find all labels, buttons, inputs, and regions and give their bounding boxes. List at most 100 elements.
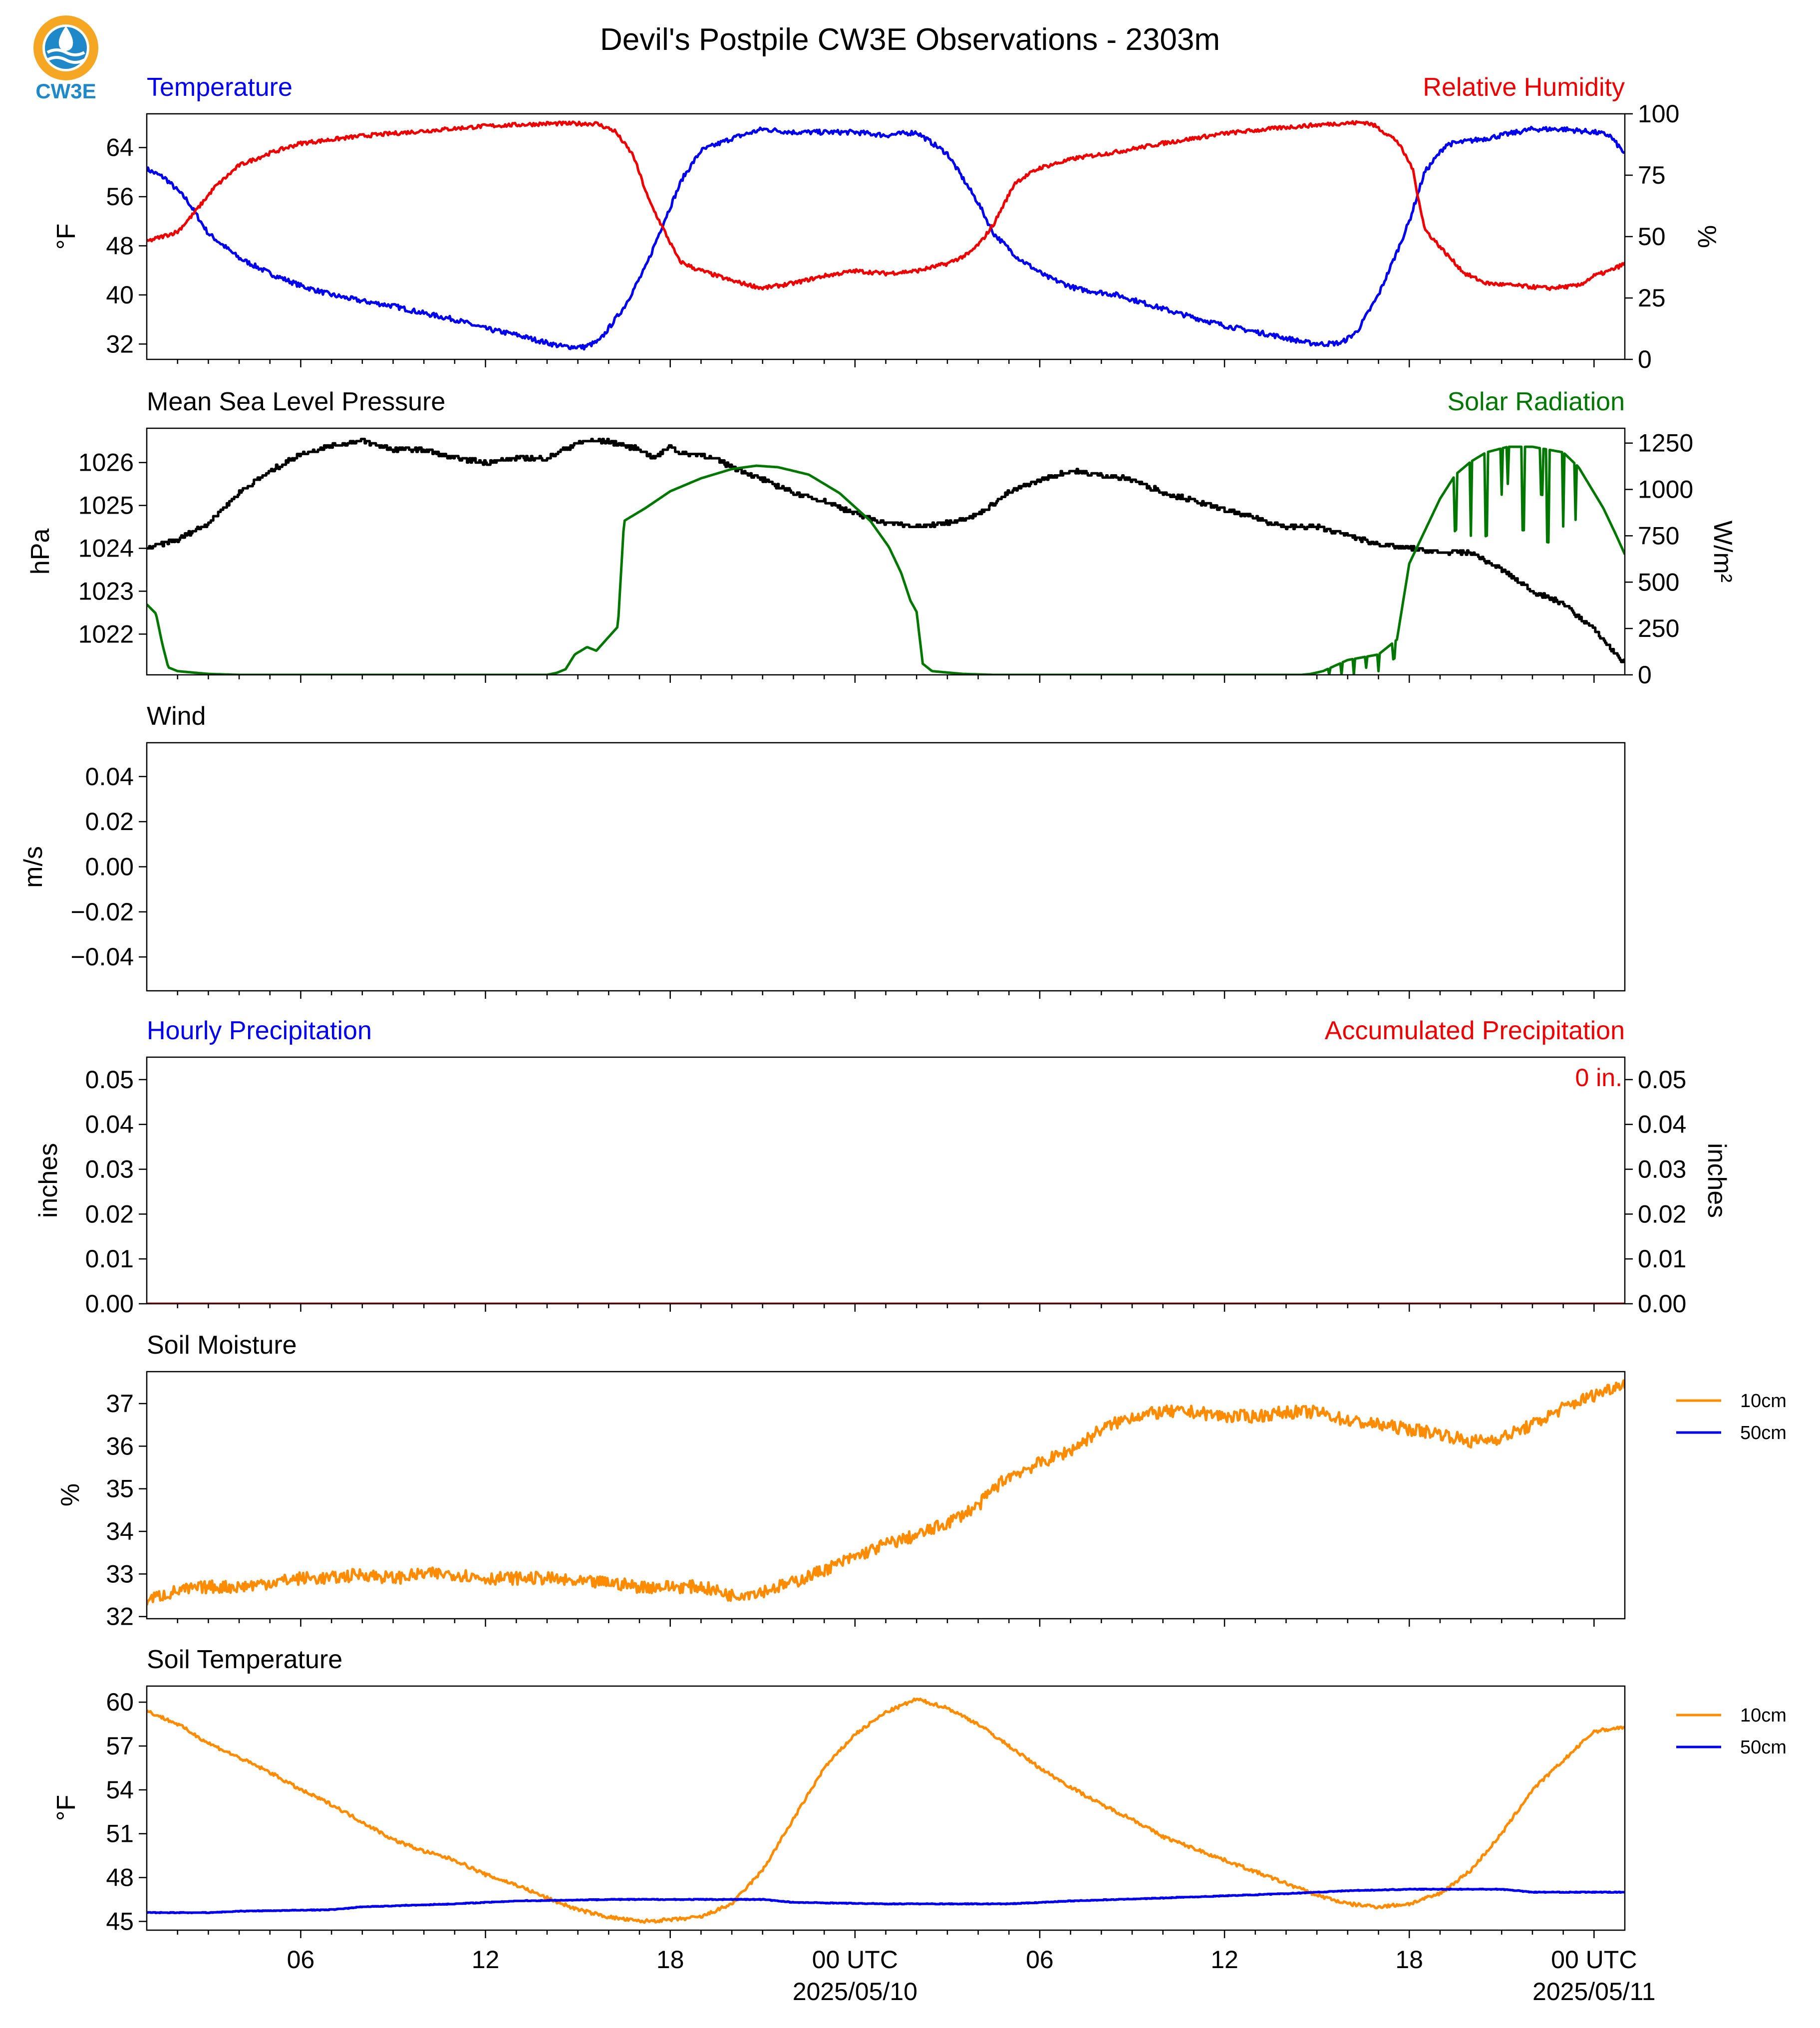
- pressure-title: Mean Sea Level Pressure: [147, 387, 445, 416]
- y-tick-label: 56: [106, 183, 134, 211]
- y-tick-label: 48: [106, 232, 134, 260]
- y-right-tick-label: 500: [1638, 568, 1679, 596]
- y-tick-label: −0.04: [70, 943, 134, 971]
- temperature-axis-label: °F: [52, 224, 81, 250]
- x-date-label: 2025/05/11: [1532, 1978, 1656, 2006]
- y-tick-label: 40: [106, 281, 134, 309]
- y-tick-label: −0.02: [70, 898, 134, 926]
- y-tick-label: 1022: [78, 620, 134, 648]
- y-tick-label: 33: [106, 1560, 134, 1588]
- legend-label-50cm: 50cm: [1740, 1423, 1787, 1444]
- y-tick-label: 60: [106, 1688, 134, 1716]
- solar-axis-label: W/m²: [1708, 521, 1737, 582]
- y-tick-label: 32: [106, 1603, 134, 1631]
- y-tick-label: 34: [106, 1517, 134, 1545]
- legend-label-10cm: 10cm: [1740, 1391, 1787, 1412]
- x-date-label: 2025/05/10: [793, 1978, 917, 2006]
- y-tick-label: 1023: [78, 577, 134, 605]
- precip-right-axis-label: inches: [1702, 1143, 1731, 1218]
- soil-moisture-axis-label: %: [56, 1483, 85, 1506]
- y-tick-label: 1026: [78, 449, 134, 477]
- y-right-tick-label: 0.00: [1638, 1290, 1686, 1318]
- solar-radiation-title: Solar Radiation: [1447, 387, 1625, 416]
- precip-axis-label: inches: [34, 1143, 63, 1218]
- soil-temperature-panel: Soil Temperature °F 45 48 51 54 57 60 10cm 50cm: [52, 1645, 1787, 1938]
- y-tick-label: 48: [106, 1864, 134, 1892]
- y-tick-label: 1024: [78, 535, 134, 563]
- x-tick-label: 00 UTC: [1551, 1946, 1637, 1974]
- wind-title: Wind: [147, 702, 206, 731]
- y-tick-label: 0.00: [85, 1290, 134, 1318]
- hourly-precip-title: Hourly Precipitation: [147, 1016, 372, 1045]
- panel-frame: [146, 427, 1626, 676]
- y-right-tick-label: 1250: [1638, 429, 1693, 457]
- humidity-axis-label: %: [1692, 225, 1721, 248]
- y-tick-label: 0.00: [85, 853, 134, 881]
- relative-humidity-title: Relative Humidity: [1423, 73, 1625, 102]
- chart-title: Devil's Postpile CW3E Observations - 230…: [600, 22, 1220, 57]
- pressure-solar-panel: Mean Sea Level Pressure Solar Radiation …: [26, 387, 1737, 689]
- y-right-tick-label: 25: [1638, 284, 1666, 312]
- y-tick-label: 0.04: [85, 763, 134, 791]
- y-right-tick-label: 0.04: [1638, 1111, 1686, 1139]
- logo-ring: [33, 15, 98, 80]
- logo-text: CW3E: [35, 79, 96, 103]
- x-tick-label: 06: [1026, 1946, 1054, 1974]
- y-tick-label: 64: [106, 134, 134, 162]
- logo-droplet-icon: [58, 26, 73, 51]
- legend-label-50cm: 50cm: [1740, 1737, 1787, 1758]
- y-right-tick-label: 1000: [1638, 476, 1693, 504]
- temperature-humidity-panel: Temperature Relative Humidity °F % 32 40 4…: [52, 73, 1721, 373]
- accumulated-precip-annotation: 0 in.: [1575, 1064, 1622, 1092]
- y-tick-label: 0.01: [85, 1245, 134, 1273]
- series-line-50cm: [147, 1887, 1625, 1914]
- y-right-tick-label: 0.01: [1638, 1245, 1686, 1273]
- x-tick-label: 12: [1211, 1946, 1238, 1974]
- legend: 10cm 50cm: [1676, 1705, 1787, 1758]
- wind-axis-label: m/s: [19, 846, 48, 888]
- y-tick-label: 0.04: [85, 1111, 134, 1139]
- series-line-10cm: [147, 1379, 1625, 1606]
- logo-waves: [46, 48, 85, 64]
- series-line-left-0: [147, 126, 1625, 351]
- x-tick-label: 18: [1395, 1946, 1423, 1974]
- y-tick-label: 0.03: [85, 1156, 134, 1183]
- x-tick-label: 18: [656, 1946, 684, 1974]
- x-tick-label: 06: [287, 1946, 315, 1974]
- y-tick-label: 51: [106, 1820, 134, 1848]
- y-tick-label: 54: [106, 1776, 134, 1804]
- x-tick-label: 00 UTC: [812, 1946, 898, 1974]
- y-right-tick-label: 75: [1638, 161, 1666, 189]
- y-right-tick-label: 0.02: [1638, 1200, 1686, 1228]
- y-right-tick-label: 0.05: [1638, 1066, 1686, 1094]
- panel-frame: [146, 742, 1626, 992]
- temperature-title: Temperature: [147, 73, 293, 102]
- y-tick-label: 0.05: [85, 1066, 134, 1094]
- y-tick-label: 1025: [78, 492, 134, 520]
- cw3e-logo: CW3E: [33, 15, 98, 103]
- y-right-tick-label: 250: [1638, 614, 1679, 642]
- pressure-axis-label: hPa: [26, 529, 55, 575]
- legend: 10cm 50cm: [1676, 1391, 1787, 1444]
- panel-frame: [146, 1056, 1626, 1305]
- soil-moisture-panel: Soil Moisture % 32 33 34 35 36 37 10cm 50cm: [56, 1331, 1787, 1631]
- x-tick-label: 12: [472, 1946, 500, 1974]
- series-line-10cm: [147, 1697, 1625, 1924]
- series-line-right-1: [147, 445, 1625, 675]
- series-line-left-0: [147, 438, 1625, 663]
- y-tick-label: 35: [106, 1475, 134, 1503]
- soil-temperature-title: Soil Temperature: [147, 1645, 342, 1674]
- y-tick-label: 0.02: [85, 808, 134, 836]
- y-tick-label: 0.02: [85, 1200, 134, 1228]
- y-right-tick-label: 750: [1638, 522, 1679, 550]
- legend-label-10cm: 10cm: [1740, 1705, 1787, 1726]
- series-line-right-1: [147, 120, 1625, 291]
- y-right-tick-label: 0.03: [1638, 1156, 1686, 1183]
- y-tick-label: 36: [106, 1432, 134, 1460]
- wind-panel: Wind m/s −0.04 −0.02 0.00 0.02 0.04: [19, 702, 1626, 999]
- panel-frame: [146, 1685, 1626, 1931]
- precipitation-panel: Hourly Precipitation Accumulated Precipi…: [34, 1016, 1731, 1318]
- y-right-tick-label: 100: [1638, 100, 1679, 128]
- y-right-tick-label: 0: [1638, 661, 1652, 689]
